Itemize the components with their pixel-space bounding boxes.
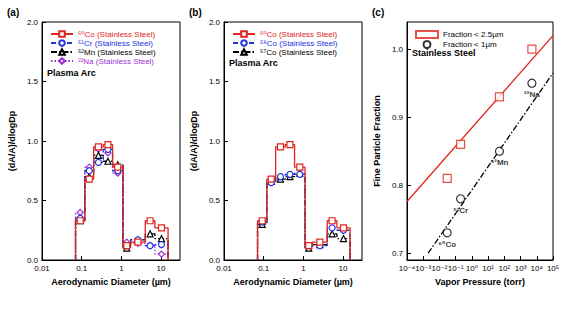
- svg-text:⁶⁰Co (Stainless Steel): ⁶⁰Co (Stainless Steel): [78, 30, 156, 39]
- svg-text:10⁴: 10⁴: [531, 264, 544, 273]
- svg-text:(c): (c): [372, 7, 384, 18]
- svg-text:²²Na (Stainless Steel): ²²Na (Stainless Steel): [78, 57, 154, 66]
- svg-text:0.8: 0.8: [392, 181, 404, 190]
- svg-text:²²Na: ²²Na: [524, 90, 540, 99]
- svg-text:10⁰: 10⁰: [466, 264, 478, 273]
- svg-text:10³: 10³: [515, 264, 527, 273]
- svg-text:⁵⁸Co (Stainless Steel): ⁵⁸Co (Stainless Steel): [260, 39, 338, 48]
- svg-text:1: 1: [119, 264, 124, 273]
- svg-text:⁵²Mn: ⁵²Mn: [490, 158, 508, 167]
- svg-text:0.9: 0.9: [392, 113, 404, 122]
- svg-text:10¹: 10¹: [482, 264, 494, 273]
- svg-text:10: 10: [339, 264, 348, 273]
- svg-text:0.7: 0.7: [392, 249, 404, 258]
- svg-text:1.5: 1.5: [27, 77, 39, 86]
- svg-text:⁵¹Cr: ⁵¹Cr: [453, 206, 468, 215]
- svg-text:1.0: 1.0: [209, 137, 221, 146]
- svg-text:Stainless Steel: Stainless Steel: [412, 48, 476, 58]
- svg-text:⁶⁰Co: ⁶⁰Co: [438, 240, 456, 249]
- svg-text:Fraction < 1µm: Fraction < 1µm: [443, 40, 497, 49]
- svg-text:0.0: 0.0: [26, 255, 38, 265]
- svg-text:0.01: 0.01: [216, 264, 232, 273]
- svg-text:Fine Particle Fraction: Fine Particle Fraction: [372, 95, 382, 187]
- svg-text:10⁻¹: 10⁻¹: [448, 264, 464, 273]
- svg-text:10⁻⁴: 10⁻⁴: [399, 264, 416, 273]
- svg-text:0.5: 0.5: [27, 196, 39, 205]
- svg-text:(dA/A)/dlogDp: (dA/A)/dlogDp: [189, 110, 199, 171]
- svg-text:10²: 10²: [499, 264, 511, 273]
- svg-text:1: 1: [301, 264, 306, 273]
- svg-text:⁶⁰Co (Stainless Steel): ⁶⁰Co (Stainless Steel): [260, 30, 338, 39]
- svg-text:(dA/A)/dlogDp: (dA/A)/dlogDp: [7, 110, 17, 171]
- svg-text:10⁻²: 10⁻²: [432, 264, 448, 273]
- svg-text:Aerodynamic Diameter (µm): Aerodynamic Diameter (µm): [51, 277, 171, 287]
- svg-text:10⁵: 10⁵: [547, 264, 559, 273]
- svg-text:0.0: 0.0: [208, 255, 220, 265]
- svg-text:2.0: 2.0: [27, 18, 39, 27]
- svg-text:10: 10: [157, 264, 166, 273]
- svg-text:Plasma Arc: Plasma Arc: [47, 68, 96, 78]
- svg-text:10⁻³: 10⁻³: [415, 264, 431, 273]
- svg-text:(b): (b): [189, 7, 202, 18]
- svg-text:2.0: 2.0: [209, 18, 221, 27]
- svg-text:⁵²Mn (Stainless Steel): ⁵²Mn (Stainless Steel): [78, 48, 156, 57]
- svg-text:1.0: 1.0: [392, 45, 404, 54]
- svg-text:1.5: 1.5: [209, 77, 221, 86]
- svg-text:0.1: 0.1: [258, 264, 270, 273]
- svg-text:⁵¹Cr (Stainless Steel): ⁵¹Cr (Stainless Steel): [78, 39, 153, 48]
- svg-text:Fraction < 2.5µm: Fraction < 2.5µm: [443, 30, 504, 39]
- svg-text:0.5: 0.5: [209, 196, 221, 205]
- svg-text:Vapor Pressure (torr): Vapor Pressure (torr): [435, 277, 525, 287]
- svg-text:⁵⁷Co (Stainless Steel): ⁵⁷Co (Stainless Steel): [260, 48, 337, 57]
- svg-text:1.0: 1.0: [27, 137, 39, 146]
- svg-text:0.01: 0.01: [34, 264, 50, 273]
- svg-text:(a): (a): [7, 7, 19, 18]
- svg-text:0.1: 0.1: [76, 264, 88, 273]
- svg-text:Aerodynamic Diameter (µm): Aerodynamic Diameter (µm): [233, 277, 353, 287]
- svg-text:Plasma Arc: Plasma Arc: [229, 58, 278, 68]
